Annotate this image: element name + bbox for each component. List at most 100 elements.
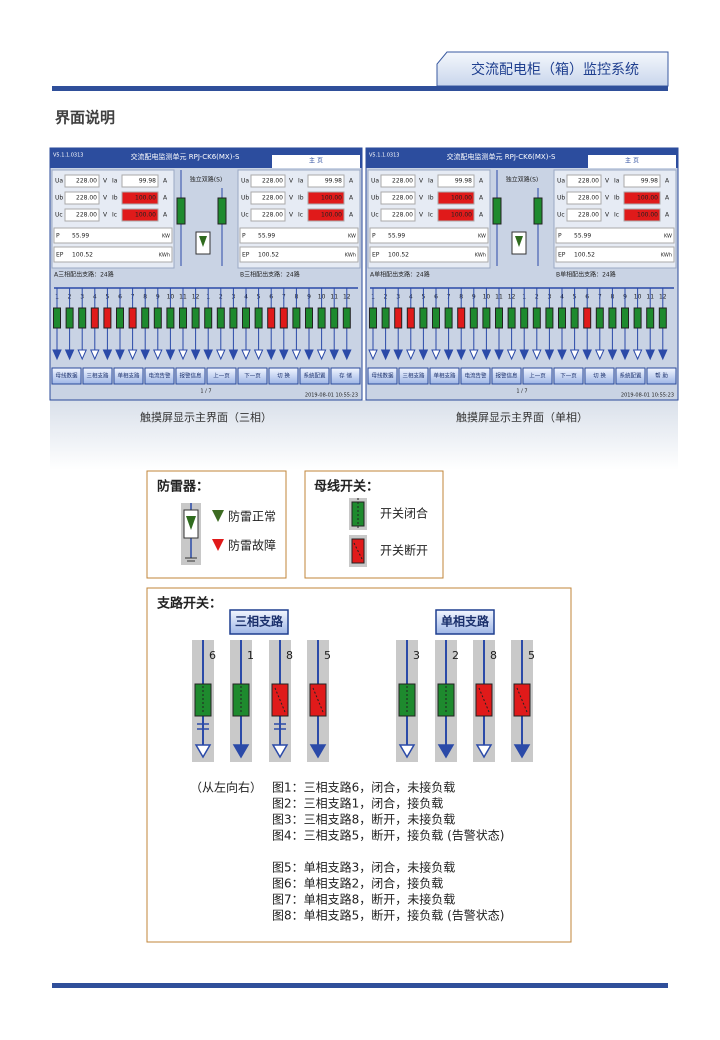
reading-value: 228.00 — [578, 178, 599, 185]
screen-button — [268, 367, 299, 385]
load-arrow — [544, 349, 555, 361]
home-label: 主 页 — [625, 157, 639, 165]
power-unit: KWh — [475, 253, 486, 259]
branch-number: 2 — [452, 649, 459, 662]
button-label: 报警信息 — [179, 372, 202, 380]
load-arrow — [165, 349, 176, 361]
button-label: 母线数据 — [371, 372, 394, 380]
reading-value: 228.00 — [262, 212, 283, 219]
reading-unit: A — [163, 178, 168, 185]
load-arrow — [271, 744, 289, 759]
bus-switch — [492, 197, 502, 225]
bus-switch — [176, 197, 186, 225]
branch-switch — [381, 307, 390, 329]
reading-unit: V — [605, 178, 610, 185]
reading-value: 228.00 — [392, 212, 413, 219]
value-box — [380, 191, 416, 205]
branch-switch — [621, 307, 629, 329]
button-label: 切 换 — [593, 372, 606, 380]
value-box — [64, 208, 100, 222]
box-title: 支路开关： — [156, 596, 222, 612]
note-line: 图6：单相支路2，闭合，接负载 — [272, 876, 443, 891]
screen-button — [330, 367, 361, 385]
switch-mark — [312, 687, 324, 713]
arrester-triangle — [186, 516, 196, 530]
reading-value: 228.00 — [578, 212, 599, 219]
screen-button — [175, 367, 206, 385]
branch-switch — [444, 307, 453, 329]
branch-switch — [495, 307, 503, 329]
legend-label: 开关断开 — [380, 543, 428, 558]
branch-switch — [229, 307, 238, 329]
screen-button — [584, 367, 615, 385]
load-arrow — [194, 744, 212, 759]
screen-version: V5.1.1.0313 — [53, 153, 83, 159]
load-arrow — [140, 349, 150, 361]
branch-switch — [419, 307, 428, 329]
power-row — [369, 227, 489, 244]
load-arrow — [309, 744, 327, 759]
branch-switch — [457, 307, 466, 329]
switch-mark — [478, 687, 490, 713]
value-box — [437, 174, 475, 188]
note-line: 图3：三相支路8，断开，未接负载 — [272, 812, 455, 827]
reflection — [50, 400, 678, 470]
page-indicator: 1 / 7 — [516, 389, 527, 395]
bus-switch-box — [304, 470, 444, 579]
reading-unit: V — [605, 212, 610, 219]
screen-title: 交流配电监测单元 RPJ-CK6(MX)-S — [131, 152, 240, 161]
reading-name: Uc — [241, 212, 249, 219]
reading-unit: A — [349, 178, 354, 185]
power-row — [239, 246, 359, 263]
load-arrow — [557, 349, 567, 361]
reading-value: 228.00 — [578, 195, 599, 202]
branch-switch — [267, 307, 276, 329]
reading-name: Ua — [371, 178, 379, 185]
load-arrow — [469, 349, 479, 361]
screen-title: 交流配电监测单元 RPJ-CK6(MX)-S — [447, 152, 556, 161]
load-arrow — [418, 349, 429, 361]
value-box — [307, 174, 345, 188]
branch-switch — [432, 307, 440, 329]
button-label: 电流告警 — [148, 372, 171, 380]
branch-switch — [646, 307, 655, 329]
home-tab — [588, 155, 676, 168]
reading-value: 228.00 — [392, 195, 413, 202]
screen-button — [51, 367, 82, 385]
load-arrow — [316, 349, 327, 361]
branch-icons: 三相支路 6 1 8 5 单相支路 3 2 8 5 — [192, 609, 535, 762]
power-name: P — [56, 233, 60, 240]
reading-name: Ub — [55, 195, 63, 202]
note-line: 图5：单相支路3，闭合，未接负载 — [272, 860, 455, 875]
screen-button — [646, 367, 677, 385]
load-arrow — [279, 349, 289, 361]
screen-button — [82, 367, 113, 385]
branch-switch — [242, 307, 250, 329]
switch-mark — [516, 687, 528, 713]
load-arrow — [304, 349, 314, 361]
load-arrow — [380, 349, 391, 361]
note-line: 图4：三相支路5，断开，接负载 (告警状态) — [272, 828, 504, 843]
reading-name: Ic — [112, 212, 117, 219]
branch-number: 5 — [324, 649, 331, 662]
load-arrow — [620, 349, 630, 361]
load-arrow — [228, 349, 239, 361]
value-box — [566, 174, 602, 188]
power-row — [369, 246, 489, 263]
screen-button — [522, 367, 553, 385]
value-box — [380, 174, 416, 188]
branch-switch-box — [146, 587, 572, 943]
branch-switch — [558, 307, 566, 329]
value-box — [623, 191, 661, 205]
branch-switch — [342, 307, 351, 329]
home-tab — [272, 155, 360, 168]
button-label: 三相支路 — [402, 372, 425, 380]
value-box — [380, 208, 416, 222]
section-title: 界面说明 — [55, 109, 115, 127]
load-arrow — [437, 744, 455, 759]
load-arrow — [607, 349, 618, 361]
reading-name: Ub — [371, 195, 379, 202]
reading-name: Ic — [614, 212, 619, 219]
branch-switch — [204, 307, 213, 329]
load-arrow — [232, 744, 250, 759]
